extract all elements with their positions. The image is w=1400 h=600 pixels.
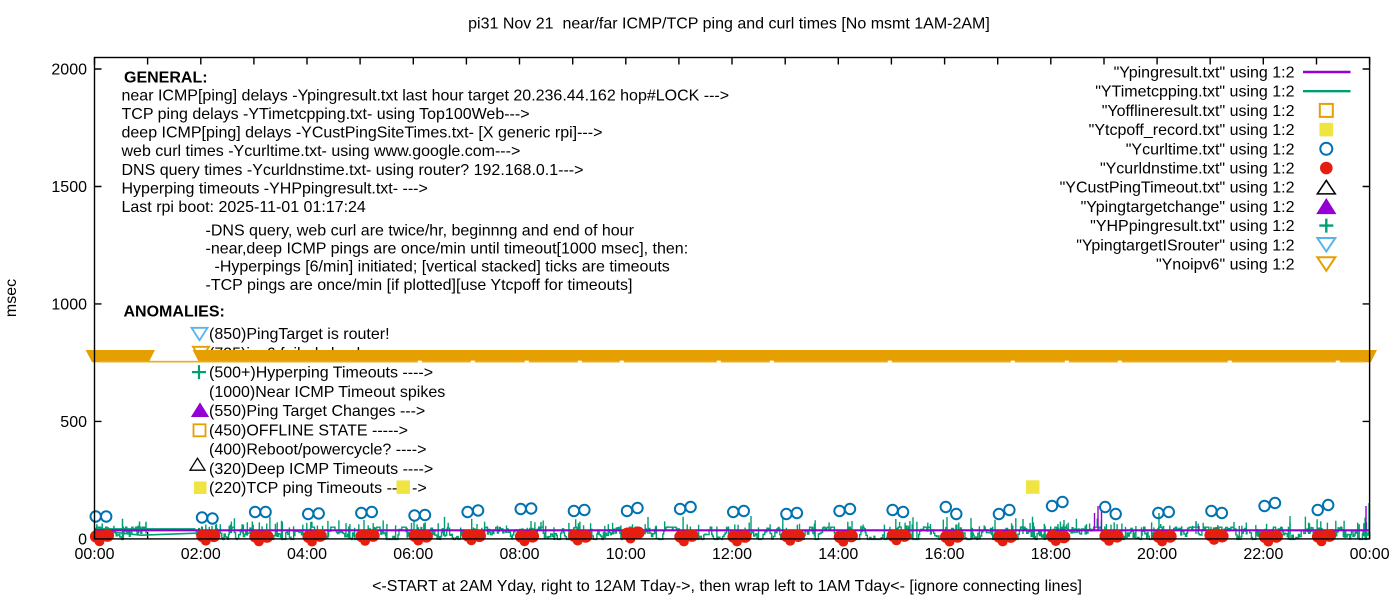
- svg-text:"Ytcpoff_record.txt" using 1:2: "Ytcpoff_record.txt" using 1:2: [1089, 122, 1295, 139]
- svg-text:"Ycurldnstime.txt" using 1:2: "Ycurldnstime.txt" using 1:2: [1100, 161, 1295, 178]
- svg-text:00:00: 00:00: [74, 546, 114, 563]
- svg-text:20:00: 20:00: [1137, 546, 1177, 563]
- svg-text:"Ypingresult.txt" using 1:2: "Ypingresult.txt" using 1:2: [1114, 65, 1295, 82]
- svg-text:->: ->: [412, 480, 427, 497]
- svg-text:"YTimetcpping.txt" using 1:2: "YTimetcpping.txt" using 1:2: [1095, 84, 1294, 101]
- svg-text:pi31 Nov 21 near/far ICMP/TCP: pi31 Nov 21 near/far ICMP/TCP ping and c…: [468, 16, 990, 33]
- svg-text:Hyperping timeouts -YHPpingres: Hyperping timeouts -YHPpingresult.txt- -…: [122, 180, 428, 197]
- svg-text:18:00: 18:00: [1031, 546, 1071, 563]
- svg-text:(220)TCP ping Timeouts --: (220)TCP ping Timeouts --: [209, 480, 397, 497]
- svg-text:"Ycurltime.txt" using 1:2: "Ycurltime.txt" using 1:2: [1126, 141, 1295, 158]
- svg-text:12:00: 12:00: [712, 546, 752, 563]
- svg-text:(500+)Hyperping Timeouts ---->: (500+)Hyperping Timeouts ---->: [209, 365, 433, 382]
- svg-text:"YCustPingTimeout.txt" using 1: "YCustPingTimeout.txt" using 1:2: [1060, 180, 1295, 197]
- svg-text:<-START at 2AM Yday, right to: <-START at 2AM Yday, right to 12AM Tday-…: [372, 578, 1082, 595]
- svg-text:-TCP pings are once/min [if pl: -TCP pings are once/min [if plotted][use…: [206, 277, 633, 294]
- svg-text:Last rpi boot: 2025-11-01 01:1: Last rpi boot: 2025-11-01 01:17:24: [122, 199, 366, 216]
- svg-text:TCP ping delays -YTimetcpping.: TCP ping delays -YTimetcpping.txt- using…: [122, 106, 530, 123]
- svg-text:near ICMP[ping] delays -Ypingr: near ICMP[ping] delays -Ypingresult.txt …: [122, 88, 730, 105]
- svg-text:"Yofflineresult.txt" using 1:2: "Yofflineresult.txt" using 1:2: [1102, 103, 1295, 120]
- svg-text:ANOMALIES:: ANOMALIES:: [124, 303, 225, 320]
- svg-text:msec: msec: [3, 279, 20, 317]
- svg-text:10:00: 10:00: [606, 546, 646, 563]
- svg-text:04:00: 04:00: [287, 546, 327, 563]
- svg-text:(850)PingTarget is router!: (850)PingTarget is router!: [209, 326, 390, 343]
- svg-text:2000: 2000: [51, 62, 87, 79]
- svg-text:"Ynoipv6" using 1:2: "Ynoipv6" using 1:2: [1156, 257, 1295, 274]
- svg-text:-near,deep ICMP pings are once: -near,deep ICMP pings are once/min until…: [206, 241, 689, 258]
- svg-text:"Ypingtargetchange" using 1:2: "Ypingtargetchange" using 1:2: [1081, 199, 1295, 216]
- svg-text:00:00: 00:00: [1350, 546, 1390, 563]
- svg-text:"YHPpingresult.txt" using 1:2: "YHPpingresult.txt" using 1:2: [1090, 218, 1294, 235]
- svg-text:06:00: 06:00: [393, 546, 433, 563]
- svg-text:GENERAL:: GENERAL:: [124, 70, 208, 87]
- svg-text:02:00: 02:00: [181, 546, 221, 563]
- svg-text:16:00: 16:00: [925, 546, 965, 563]
- svg-text:(320)Deep ICMP Timeouts ---->: (320)Deep ICMP Timeouts ---->: [209, 461, 433, 478]
- svg-text:(550)Ping Target Changes --->: (550)Ping Target Changes --->: [209, 403, 425, 420]
- svg-text:DNS query times -Ycurldnstime.: DNS query times -Ycurldnstime.txt- using…: [122, 162, 584, 179]
- svg-text:(400)Reboot/powercycle? ---->: (400)Reboot/powercycle? ---->: [209, 442, 426, 459]
- svg-text:web curl times -Ycurltime.txt-: web curl times -Ycurltime.txt- using www…: [121, 143, 521, 160]
- svg-text:deep ICMP[ping] delays -YCustP: deep ICMP[ping] delays -YCustPingSiteTim…: [122, 125, 603, 142]
- svg-text:08:00: 08:00: [500, 546, 540, 563]
- svg-text:0: 0: [78, 531, 87, 548]
- svg-text:500: 500: [60, 414, 87, 431]
- svg-text:"YpingtargetISrouter" using 1:: "YpingtargetISrouter" using 1:2: [1076, 237, 1294, 254]
- svg-text:14:00: 14:00: [818, 546, 858, 563]
- svg-text:(1000)Near ICMP Timeout spikes: (1000)Near ICMP Timeout spikes: [209, 384, 445, 401]
- svg-text:-DNS query, web curl are twice: -DNS query, web curl are twice/hr, begin…: [206, 223, 635, 240]
- svg-text:-Hyperpings [6/min] initiated;: -Hyperpings [6/min] initiated; [vertical…: [215, 259, 670, 276]
- svg-text:1500: 1500: [51, 179, 87, 196]
- svg-text:(450)OFFLINE STATE ----->: (450)OFFLINE STATE ----->: [209, 422, 408, 439]
- svg-text:22:00: 22:00: [1243, 546, 1283, 563]
- svg-text:1000: 1000: [51, 296, 87, 313]
